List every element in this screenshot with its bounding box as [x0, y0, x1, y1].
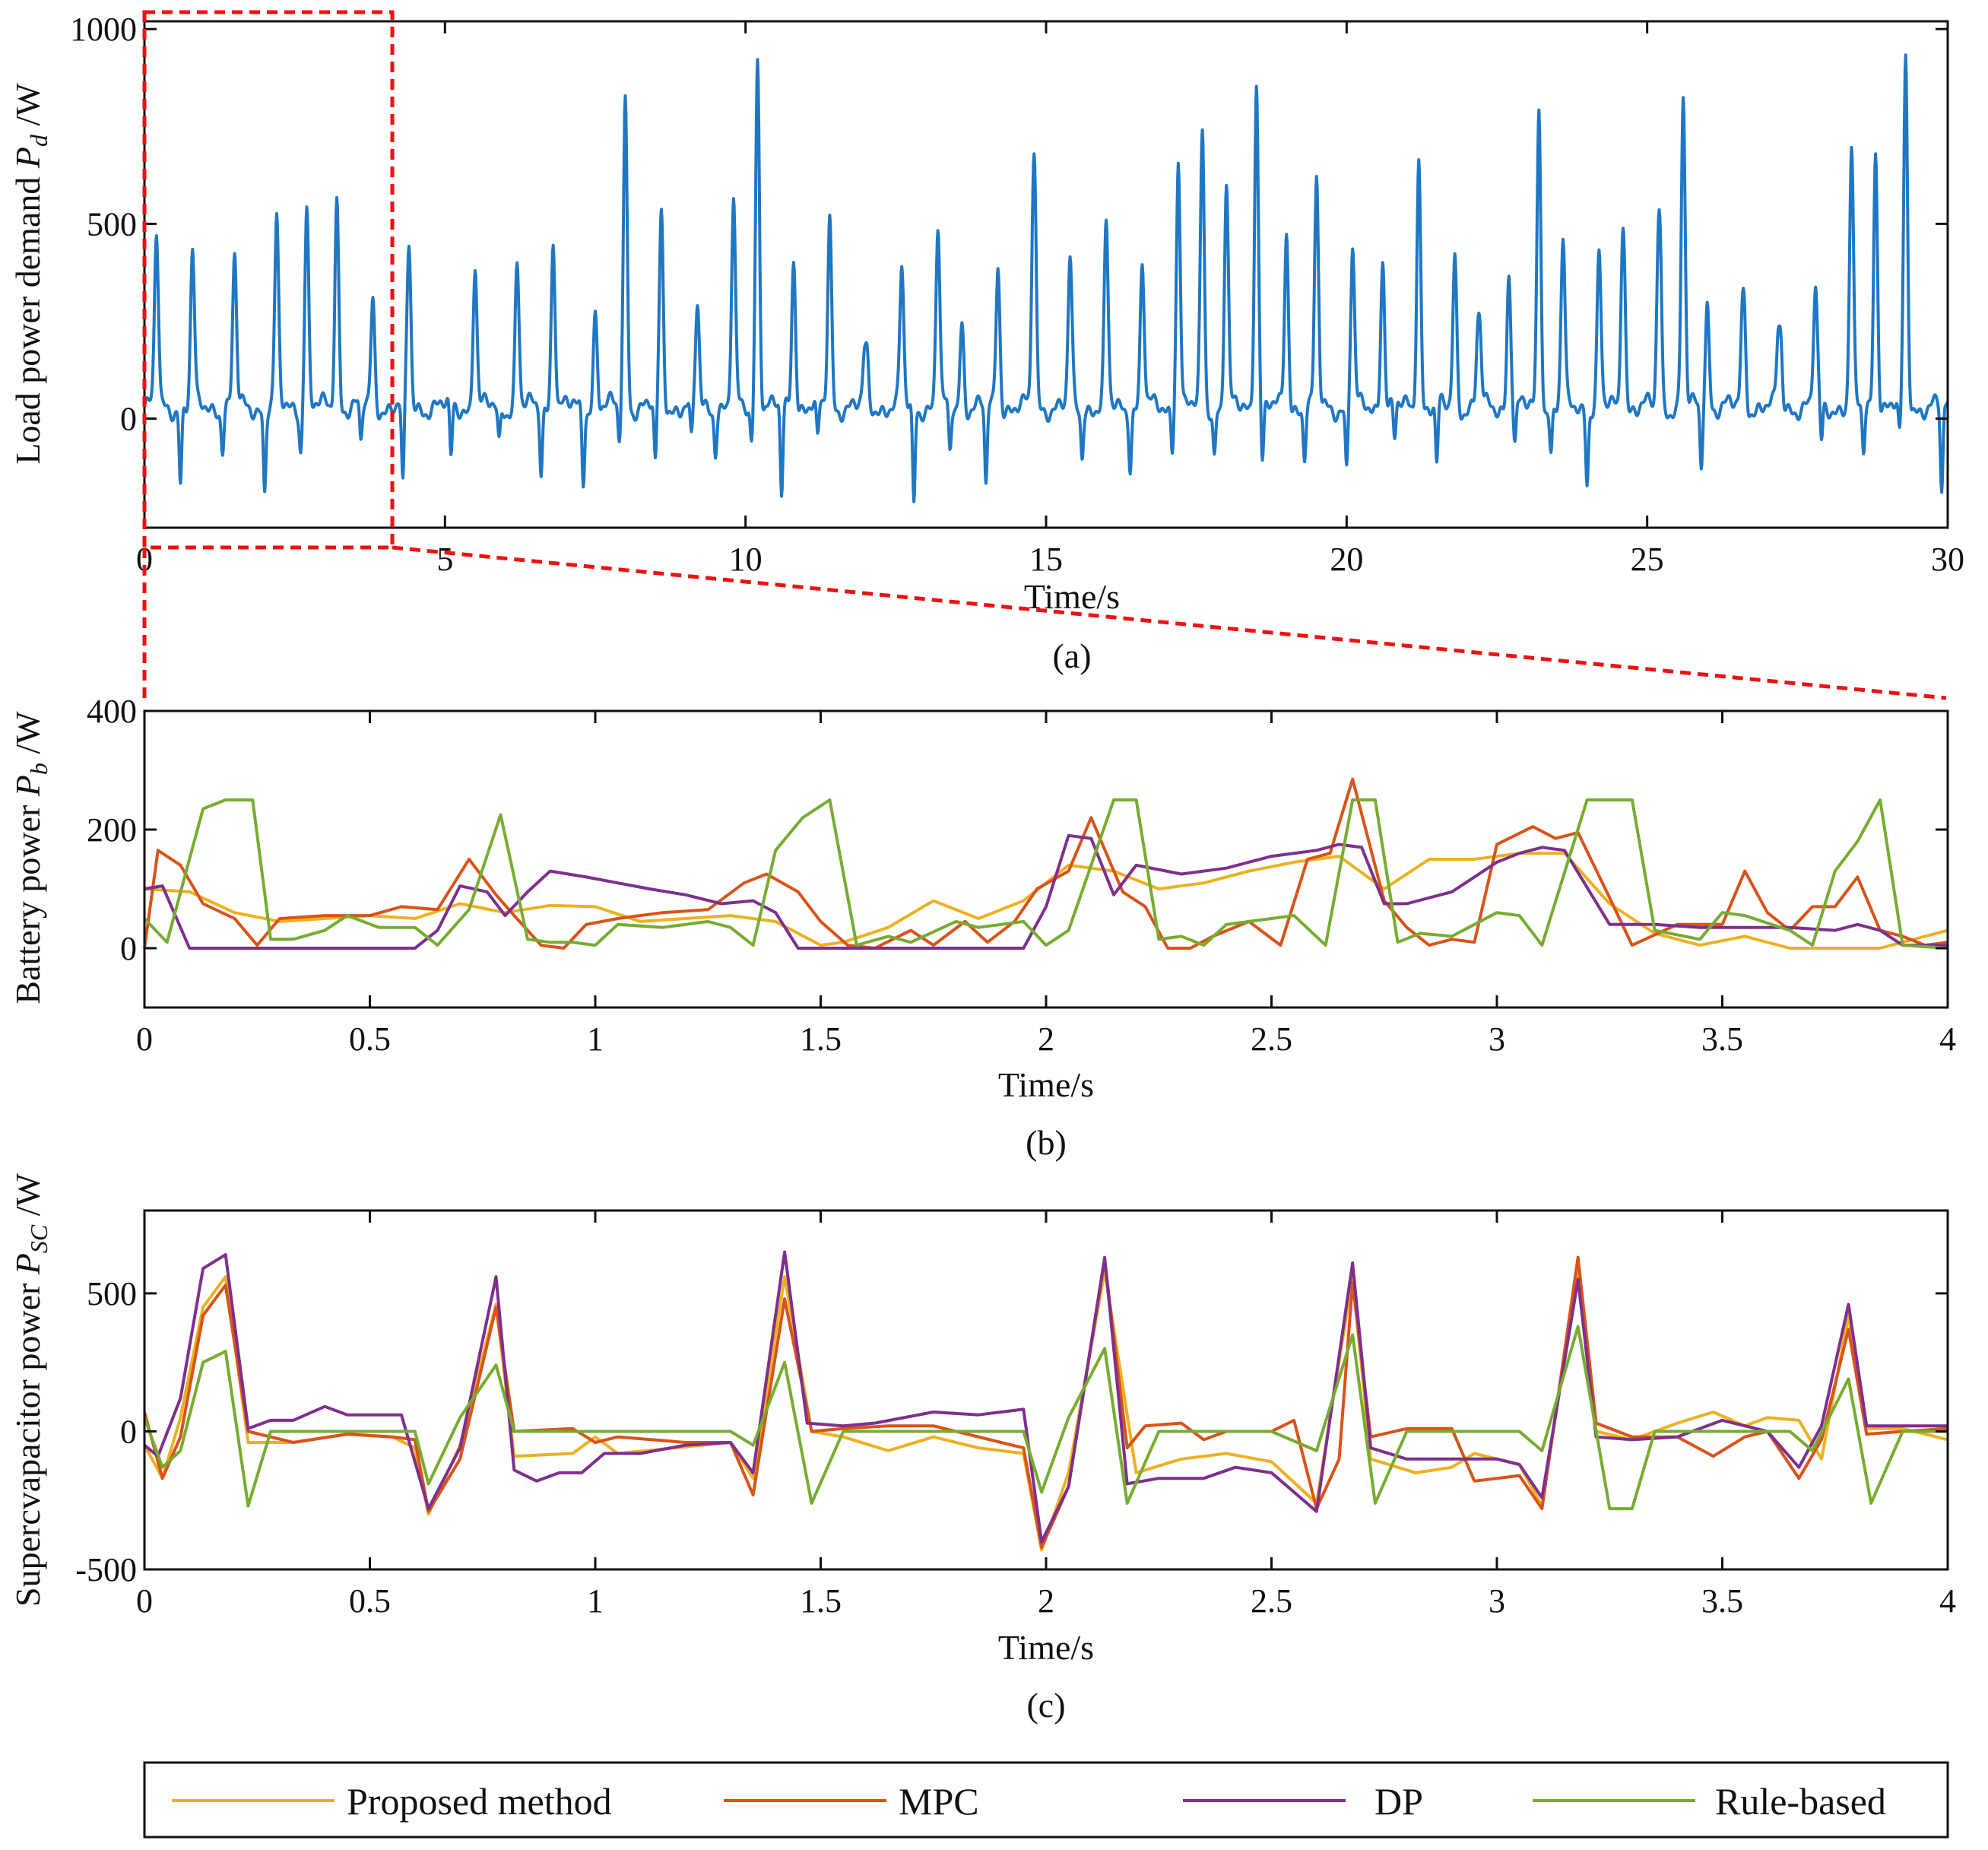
x-tick-label: 3 [1489, 1020, 1505, 1058]
series-line-rule-based [143, 1325, 1948, 1511]
panel-a-ylabel-text: Load power demand [8, 168, 47, 465]
legend: Proposed method MPC DP Rule-based [143, 1761, 1949, 1839]
x-tick-label: 3.5 [1701, 1020, 1743, 1058]
panel-c-ylabel: Supercvapacitor power PSC /W [8, 1173, 52, 1607]
x-tick-label: 2.5 [1251, 1020, 1292, 1058]
y-tick-label: 200 [87, 811, 137, 849]
panel-b-ylabel-symbol: P [8, 775, 47, 797]
x-tick-label: 2.5 [1251, 1582, 1292, 1620]
zoom-indicator [142, 10, 1947, 700]
x-tick-label: 0.5 [349, 1020, 391, 1058]
y-tick-label: 400 [87, 693, 137, 730]
x-tick-label: 0 [136, 541, 153, 578]
panel-b-ylabel-text: Battery power [8, 796, 47, 1004]
x-tick-label: 15 [1029, 541, 1063, 578]
y-tick-label: 1000 [70, 11, 137, 48]
y-tick-label: 500 [87, 205, 137, 243]
panel-a-ylabel: Load power demand Pd /W [8, 83, 52, 465]
panel-c-ylabel-unit: /W [8, 1173, 47, 1224]
x-tick-label: 25 [1631, 541, 1664, 578]
x-tick-label: 20 [1330, 541, 1363, 578]
x-tick-label: 3 [1489, 1582, 1505, 1620]
legend-label-rule-based: Rule-based [1715, 1780, 1886, 1823]
panel-a-ylabel-symbol: P [8, 147, 47, 169]
panel-c-xlabel: Time/s [998, 1628, 1094, 1667]
panel-c-ylabel-symbol: P [8, 1253, 47, 1275]
x-tick-label: 4 [1939, 1582, 1956, 1620]
panel-b-caption: (b) [1026, 1123, 1067, 1162]
panel-c-ylabel-subscript: SC [25, 1224, 52, 1253]
panel-a-caption: (a) [1052, 636, 1091, 675]
panel-b-battery-power: 0 0.5 1 1.5 2 2.5 3 3.5 4 0 200 400 Time/s (b) Batt… [8, 693, 1956, 1162]
x-tick-label: 5 [436, 541, 453, 578]
x-tick-label: 10 [729, 541, 763, 578]
legend-label-mpc: MPC [899, 1780, 979, 1823]
y-tick-label: -500 [75, 1551, 137, 1588]
panel-a-ylabel-subscript: d [25, 134, 52, 147]
series-line-load-power [143, 53, 1949, 503]
x-tick-label: 3.5 [1701, 1582, 1743, 1620]
zoom-box [142, 10, 395, 550]
series-line-rule-based [143, 798, 1948, 950]
x-tick-label: 1.5 [800, 1582, 842, 1620]
x-tick-label: 2 [1038, 1582, 1054, 1620]
y-tick-label: 0 [120, 1413, 137, 1450]
y-tick-label: 500 [87, 1275, 137, 1312]
panel-a-ylabel-unit: /W [8, 83, 47, 135]
x-tick-label: 30 [1931, 541, 1964, 578]
zoom-connector-right [392, 545, 1947, 700]
panel-c-ylabel-text: Supercvapacitor power [8, 1274, 47, 1607]
y-tick-label: 0 [120, 401, 137, 438]
panel-c-axes-frame [143, 1209, 1949, 1571]
x-tick-label: 1 [587, 1020, 604, 1058]
x-tick-label: 0 [136, 1582, 153, 1620]
x-tick-label: 4 [1939, 1020, 1956, 1058]
x-tick-label: 2 [1038, 1020, 1054, 1058]
x-tick-label: 0.5 [349, 1582, 391, 1620]
x-tick-label: 1 [587, 1582, 604, 1620]
series-line-dp [144, 833, 1948, 950]
panel-c-caption: (c) [1026, 1686, 1065, 1725]
legend-label-dp: DP [1374, 1780, 1423, 1823]
x-tick-label: 1.5 [800, 1020, 842, 1058]
panel-b-ylabel-subscript: b [25, 763, 52, 775]
panel-b-xlabel: Time/s [998, 1065, 1094, 1104]
panel-b-ylabel: Battery power Pb /W [8, 711, 52, 1004]
series-line-dp [143, 1250, 1948, 1544]
x-tick-label: 0 [136, 1020, 153, 1058]
legend-label-proposed-method: Proposed method [347, 1780, 612, 1823]
panel-b-ylabel-unit: /W [8, 711, 47, 763]
panel-b-axes-frame [143, 709, 1949, 1009]
y-tick-label: 0 [120, 930, 137, 967]
